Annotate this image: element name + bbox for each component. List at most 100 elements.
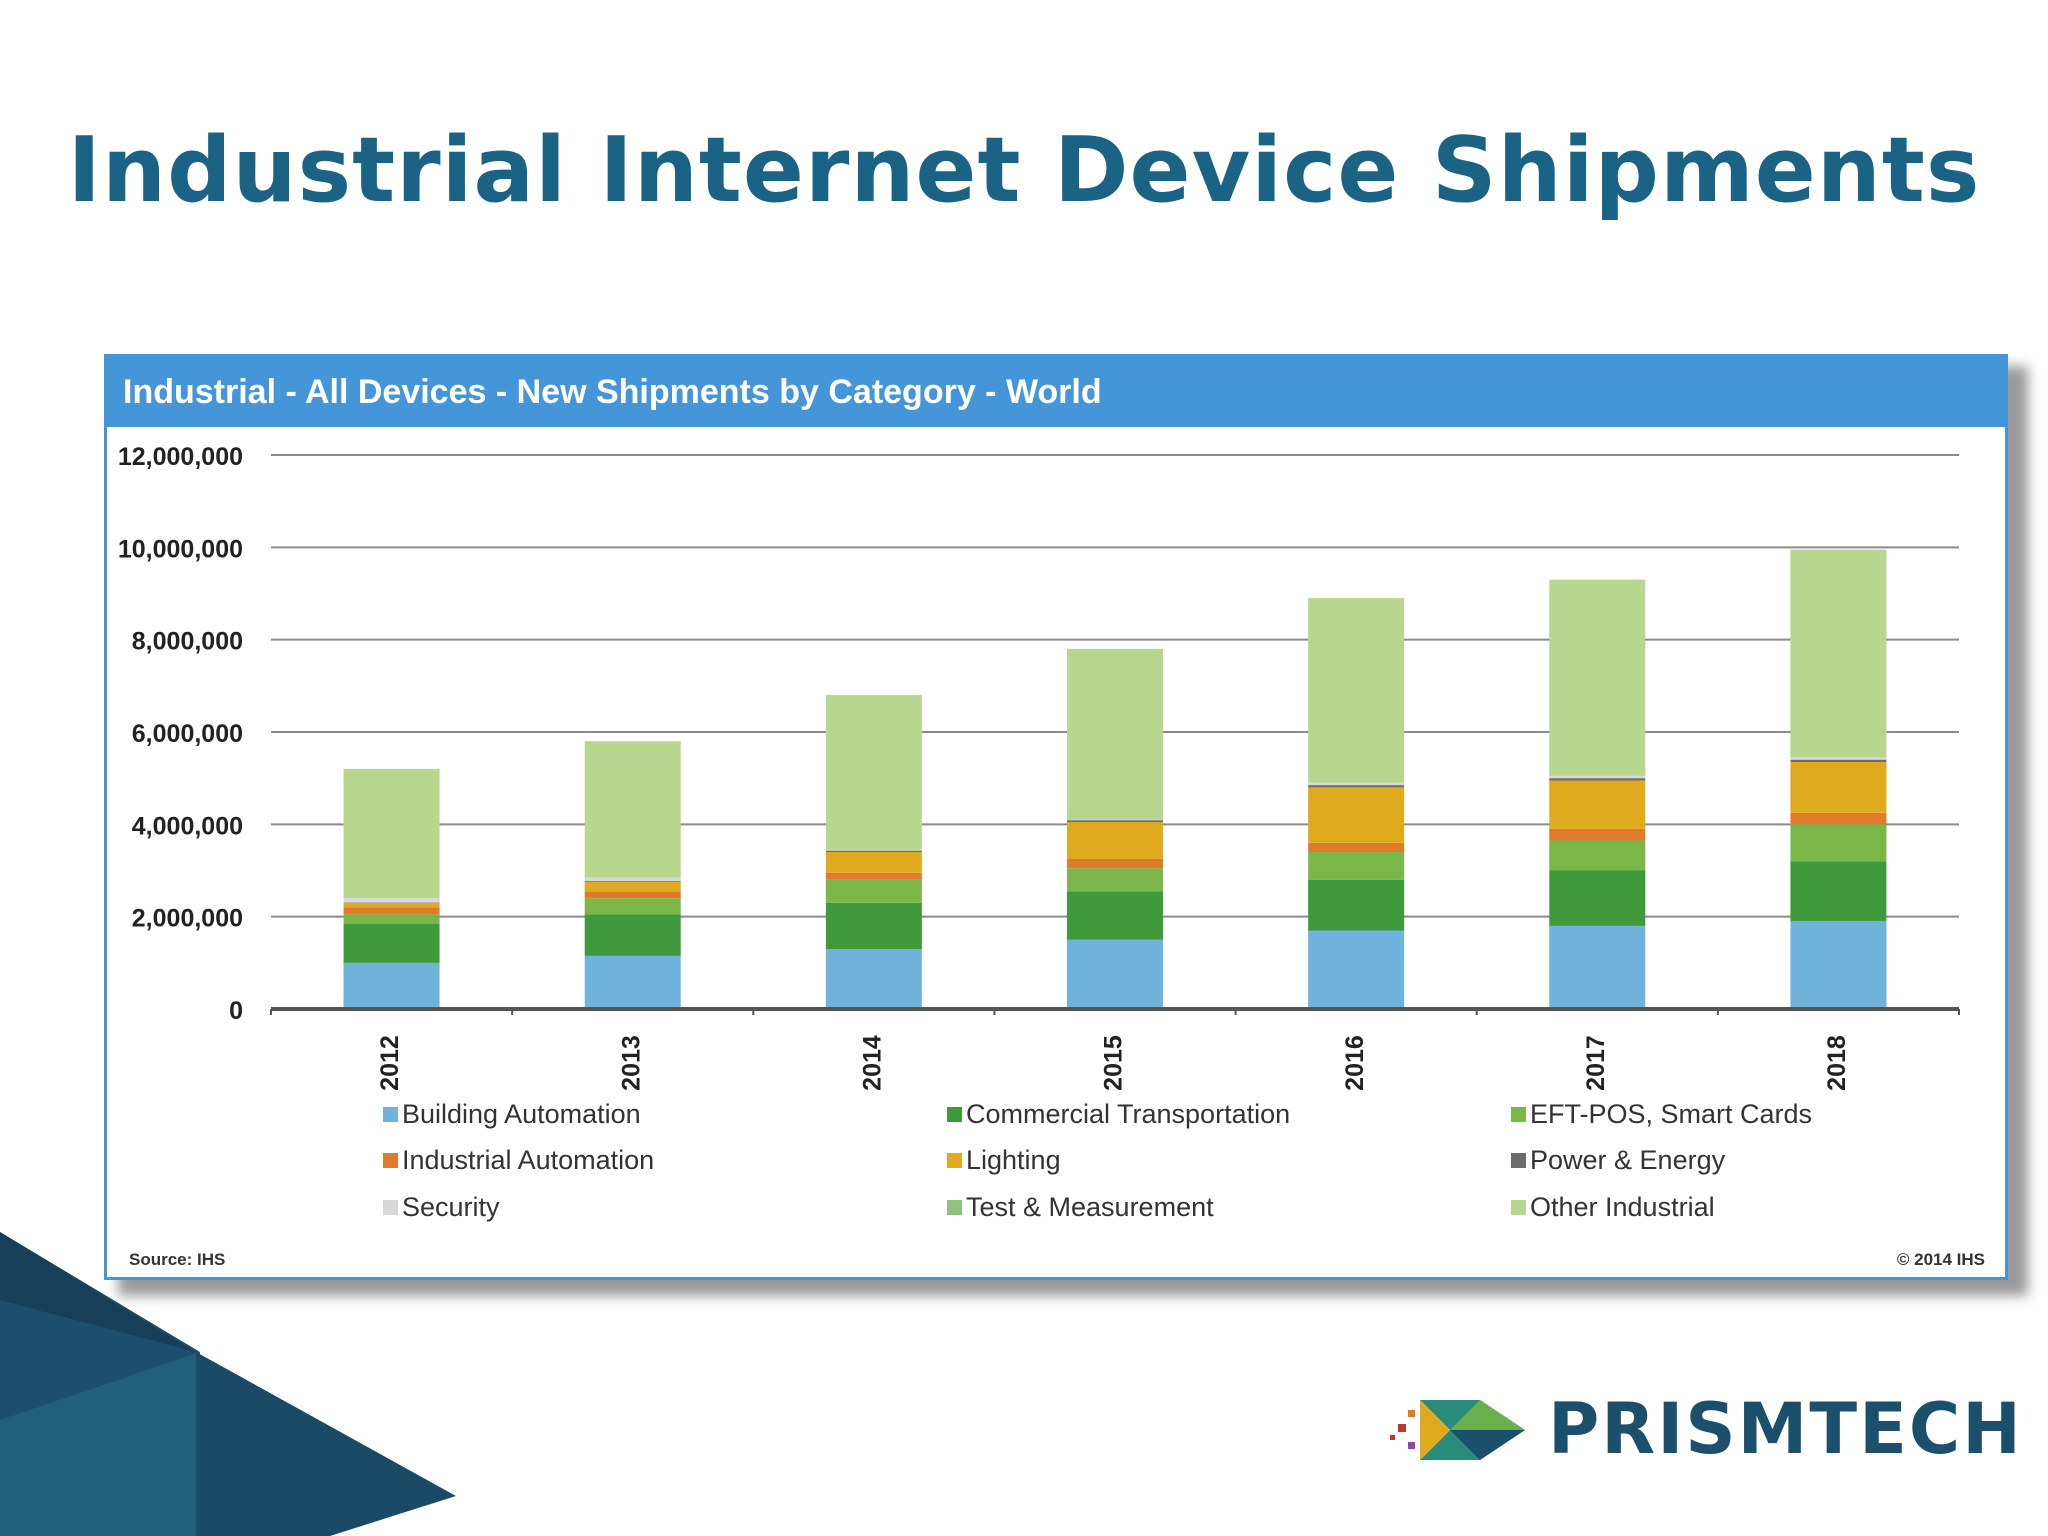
bar-segment bbox=[1790, 921, 1887, 1009]
bar-segment bbox=[1308, 785, 1405, 788]
bar-segment bbox=[825, 852, 922, 873]
y-tick-label: 4,000,000 bbox=[132, 812, 243, 840]
bar-segment bbox=[825, 879, 922, 903]
legend-swatch bbox=[383, 1200, 398, 1215]
bar-segment bbox=[584, 955, 681, 1009]
legend-item: Power & Energy bbox=[1511, 1145, 1725, 1176]
bar-segment bbox=[825, 872, 922, 880]
bar-segment bbox=[1790, 757, 1887, 760]
bar-segment bbox=[1549, 870, 1646, 926]
bar-segment bbox=[1790, 812, 1887, 825]
bar-segment bbox=[584, 882, 681, 892]
stacked-bar-chart: 0 2,000,000 4,000,000 6,000,000 8,000,000 10,… bbox=[118, 443, 1960, 1091]
bar-segment bbox=[584, 898, 681, 915]
y-tick-label: 6,000,000 bbox=[132, 720, 243, 748]
bar-segment bbox=[1790, 861, 1887, 922]
brand-name: PRISMTECH bbox=[1548, 1388, 2023, 1470]
bar-segment bbox=[584, 741, 681, 878]
bar-segment bbox=[343, 907, 440, 915]
legend-label: Commercial Transportation bbox=[966, 1099, 1291, 1129]
bar-segment bbox=[825, 695, 922, 850]
y-tick-label: 8,000,000 bbox=[132, 628, 243, 656]
legend-label: Lighting bbox=[966, 1145, 1061, 1175]
chart-panel: Industrial - All Devices - New Shipments… bbox=[104, 354, 2008, 1280]
legend-swatch bbox=[947, 1107, 962, 1122]
legend-item: Test & Measurement bbox=[947, 1192, 1214, 1223]
bar-segment bbox=[1790, 759, 1887, 763]
x-tick-label: 2016 bbox=[1341, 1035, 1369, 1091]
bar-segment bbox=[1308, 782, 1405, 786]
x-tick-label: 2014 bbox=[858, 1035, 886, 1091]
bar-segment bbox=[1549, 780, 1646, 829]
slide-title: Industrial Internet Device Shipments bbox=[67, 118, 1981, 223]
bar-segment bbox=[1549, 778, 1646, 781]
bar-segment bbox=[1790, 824, 1887, 862]
bar-segment bbox=[1549, 828, 1646, 841]
bar-segment bbox=[343, 962, 440, 1009]
legend-item: Other Industrial bbox=[1511, 1192, 1715, 1223]
legend-item: EFT-POS, Smart Cards bbox=[1511, 1099, 1812, 1130]
bar-segment bbox=[1067, 820, 1163, 823]
legend-label: Power & Energy bbox=[1530, 1145, 1726, 1175]
y-tick-label: 10,000,000 bbox=[118, 535, 243, 563]
bar-segment bbox=[1067, 858, 1163, 869]
bar-segment bbox=[825, 948, 922, 1009]
bar-segment bbox=[1790, 762, 1887, 813]
legend-item: Security bbox=[383, 1192, 500, 1223]
bar-segment bbox=[1549, 840, 1646, 871]
bar-segment bbox=[343, 768, 440, 899]
legend-swatch bbox=[383, 1153, 398, 1168]
legend-item: Building Automation bbox=[383, 1099, 641, 1130]
x-tick-label: 2015 bbox=[1100, 1035, 1128, 1091]
legend-label: Other Industrial bbox=[1530, 1192, 1715, 1222]
bar-segment bbox=[1549, 925, 1646, 1009]
bar-segment bbox=[584, 881, 681, 883]
bar-segment bbox=[343, 902, 440, 908]
legend-label: Test & Measurement bbox=[966, 1192, 1214, 1222]
x-tick-label: 2013 bbox=[617, 1035, 645, 1091]
bar-segment bbox=[1790, 549, 1887, 758]
bar-segment bbox=[825, 850, 922, 853]
legend-label: Building Automation bbox=[402, 1099, 641, 1129]
legend-item: Lighting bbox=[947, 1145, 1061, 1176]
y-tick-label: 12,000,000 bbox=[118, 443, 243, 471]
x-tick-label: 2017 bbox=[1582, 1035, 1610, 1091]
bar-segment bbox=[1308, 842, 1405, 853]
legend-swatch bbox=[1511, 1153, 1526, 1168]
legend-item: Commercial Transportation bbox=[947, 1099, 1290, 1130]
legend-swatch bbox=[1511, 1200, 1526, 1215]
bar-segment bbox=[1067, 868, 1163, 892]
bar-segment bbox=[584, 914, 681, 956]
y-tick-label: 0 bbox=[229, 997, 243, 1025]
y-tick-label: 2,000,000 bbox=[132, 905, 243, 933]
legend-swatch bbox=[383, 1107, 398, 1122]
bar-segment bbox=[1308, 930, 1405, 1009]
x-tick-label: 2012 bbox=[376, 1035, 404, 1091]
bar-segment bbox=[584, 877, 681, 882]
legend-label: Security bbox=[402, 1192, 500, 1222]
legend-swatch bbox=[947, 1153, 962, 1168]
bar-segment bbox=[343, 914, 440, 924]
bar-segment bbox=[825, 902, 922, 949]
bar-segment bbox=[1067, 891, 1163, 940]
bar-segment bbox=[1308, 598, 1405, 783]
bar-segment bbox=[1308, 852, 1405, 880]
bar-segment bbox=[584, 891, 681, 899]
prismtech-logo-icon bbox=[1390, 1400, 1525, 1460]
legend-label: Industrial Automation bbox=[402, 1145, 655, 1175]
bar-segment bbox=[1067, 648, 1163, 820]
chart-title: Industrial - All Devices - New Shipments… bbox=[107, 357, 2005, 427]
bar-segment bbox=[1067, 939, 1163, 1009]
legend-swatch bbox=[947, 1200, 962, 1215]
x-tick-label: 2018 bbox=[1823, 1035, 1851, 1091]
bar-segment bbox=[343, 898, 440, 903]
source-note: Source: IHS bbox=[129, 1250, 226, 1269]
bar-segment bbox=[343, 923, 440, 963]
bar-segment bbox=[1308, 787, 1405, 843]
legend-swatch bbox=[1511, 1107, 1526, 1122]
bar-segment bbox=[1067, 822, 1163, 859]
bar-segment bbox=[1549, 775, 1646, 779]
legend-label: EFT-POS, Smart Cards bbox=[1530, 1099, 1813, 1129]
bar-segment bbox=[825, 849, 922, 851]
